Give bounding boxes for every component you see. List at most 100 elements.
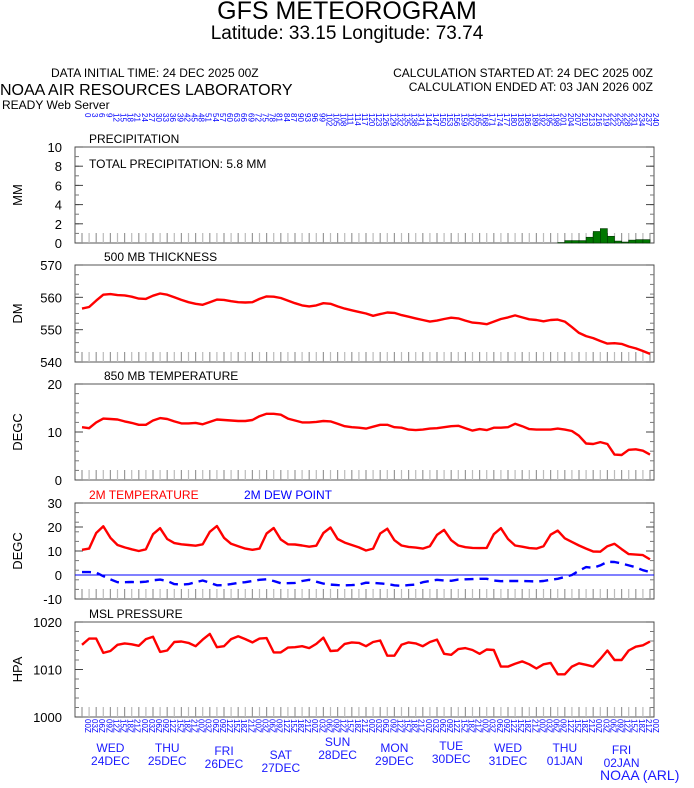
utc-hour-label: 09Z — [161, 719, 170, 733]
utc-hour-label: 09Z — [388, 719, 397, 733]
forecast-hour-label: 213 — [587, 113, 596, 127]
utc-hour-label: 12Z — [168, 719, 177, 733]
forecast-hour-label: 51 — [204, 113, 213, 122]
date-label: 25DEC — [148, 754, 187, 768]
utc-hour-label: 12Z — [452, 719, 461, 733]
forecast-hour-label: 237 — [644, 113, 653, 127]
forecast-hour-label: 210 — [580, 113, 589, 127]
utc-hour-label: 03Z — [261, 719, 270, 733]
850-mb-temperature-line — [81, 412, 651, 457]
y-tick-label: 1010 — [33, 663, 62, 678]
y-tick-label: 10 — [48, 544, 62, 559]
utc-hour-label: 06Z — [324, 719, 333, 733]
forecast-hour-label: 117 — [360, 113, 369, 126]
utc-hour-label: 00Z — [253, 719, 262, 733]
utc-hour-label: 15Z — [346, 719, 355, 733]
day-label: SUN — [325, 735, 350, 749]
utc-hour-label: 21Z — [360, 719, 369, 733]
utc-hour-label: 15Z — [119, 719, 128, 733]
y-tick-label: 550 — [40, 323, 62, 338]
forecast-hour-label: 126 — [381, 113, 390, 127]
date-label: 29DEC — [375, 754, 414, 768]
utc-hour-label: 21Z — [190, 719, 199, 733]
utc-hour-label: 18Z — [637, 719, 646, 733]
utc-hour-label: 12Z — [395, 719, 404, 733]
utc-hour-label: 18Z — [296, 719, 305, 733]
utc-hour-label: 03Z — [317, 719, 326, 733]
utc-hour-label: 15Z — [459, 719, 468, 733]
forecast-hour-label: 18 — [126, 113, 135, 122]
date-label: 24DEC — [91, 754, 130, 768]
utc-hour-label: 00Z — [310, 719, 319, 733]
forecast-hour-label: 3 — [90, 113, 99, 118]
utc-hour-label: 06Z — [552, 719, 561, 733]
precip-bar — [585, 236, 594, 244]
utc-hour-label: 18Z — [353, 719, 362, 733]
y-tick-label: 560 — [40, 290, 62, 305]
utc-hour-label: 18Z — [580, 719, 589, 733]
utc-hour-label: 03Z — [204, 719, 213, 733]
forecast-hour-label: 60 — [225, 113, 234, 122]
forecast-hour-label: 6 — [97, 113, 106, 118]
forecast-hour-label: 156 — [452, 113, 461, 127]
2m-dew-point-line — [82, 560, 651, 587]
y-tick-label: 10 — [48, 425, 62, 440]
forecast-hour-label: 120 — [367, 113, 376, 127]
y-axis-title: DEGC — [10, 413, 25, 451]
forecast-hour-label: 36 — [168, 113, 177, 122]
utc-hour-label: 03Z — [431, 719, 440, 733]
precip-bar — [599, 228, 608, 244]
utc-hour-label: 00Z — [481, 719, 490, 733]
forecast-hour-label: 81 — [275, 113, 284, 122]
forecast-hour-label: 108 — [339, 113, 348, 127]
precip-bar — [607, 235, 615, 244]
calculation-ended: CALCULATION ENDED AT: 03 JAN 2026 00Z — [408, 80, 653, 94]
forecast-hour-label: 42 — [182, 113, 191, 122]
y-tick-label: 20 — [48, 377, 62, 392]
forecast-hour-label: 186 — [523, 113, 532, 127]
forecast-hour-label: 129 — [388, 113, 397, 127]
utc-hour-label: 00Z — [83, 719, 92, 733]
forecast-hour-label: 78 — [268, 113, 277, 122]
forecast-hour-label: 30 — [154, 113, 163, 122]
precip-bar — [635, 239, 644, 244]
utc-hour-label: 06Z — [211, 719, 220, 733]
forecast-hour-label: 72 — [253, 113, 262, 122]
y-tick-label: 1020 — [33, 615, 62, 630]
utc-hour-label: 21Z — [644, 719, 653, 733]
precip-bar — [642, 239, 651, 244]
forecast-hour-label: 183 — [516, 113, 525, 127]
day-label: WED — [494, 741, 522, 755]
date-label: 26DEC — [205, 757, 244, 771]
utc-hour-label: 15Z — [232, 719, 241, 733]
forecast-hour-label: 96 — [310, 113, 319, 122]
forecast-hour-label: 102 — [324, 113, 333, 127]
y-axis-title: MM — [10, 184, 25, 206]
utc-hour-label: 15Z — [175, 719, 184, 733]
utc-hour-label: 12Z — [282, 719, 291, 733]
utc-hour-label: 12Z — [339, 719, 348, 733]
y-tick-label: 1000 — [33, 710, 62, 725]
utc-hour-label: 06Z — [154, 719, 163, 733]
y-tick-label: 0 — [55, 236, 62, 251]
y-tick-label: 10 — [48, 140, 62, 155]
forecast-hour-label: 234 — [637, 113, 646, 127]
utc-hour-label: 00Z — [594, 719, 603, 733]
forecast-hour-label: 141 — [417, 113, 426, 127]
forecast-hour-label: 177 — [502, 113, 511, 127]
forecast-hour-label: 159 — [459, 113, 468, 127]
utc-hour-label: 03Z — [545, 719, 554, 733]
forecast-hour-label: 111 — [346, 113, 355, 126]
forecast-hour-label: 138 — [410, 113, 419, 127]
forecast-hour-label: 192 — [537, 113, 546, 127]
utc-hour-label: 03Z — [90, 719, 99, 733]
forecast-hour-label: 21 — [133, 113, 142, 122]
panel-frame — [74, 383, 655, 481]
chart-title: GFS METEOROGRAM — [217, 0, 477, 25]
forecast-hour-label: 39 — [175, 113, 184, 122]
utc-hour-label: 12Z — [566, 719, 575, 733]
utc-hour-label: 09Z — [445, 719, 454, 733]
day-label: THU — [155, 741, 180, 755]
location-subtitle: Latitude: 33.15 Longitude: 73.74 — [210, 23, 484, 44]
